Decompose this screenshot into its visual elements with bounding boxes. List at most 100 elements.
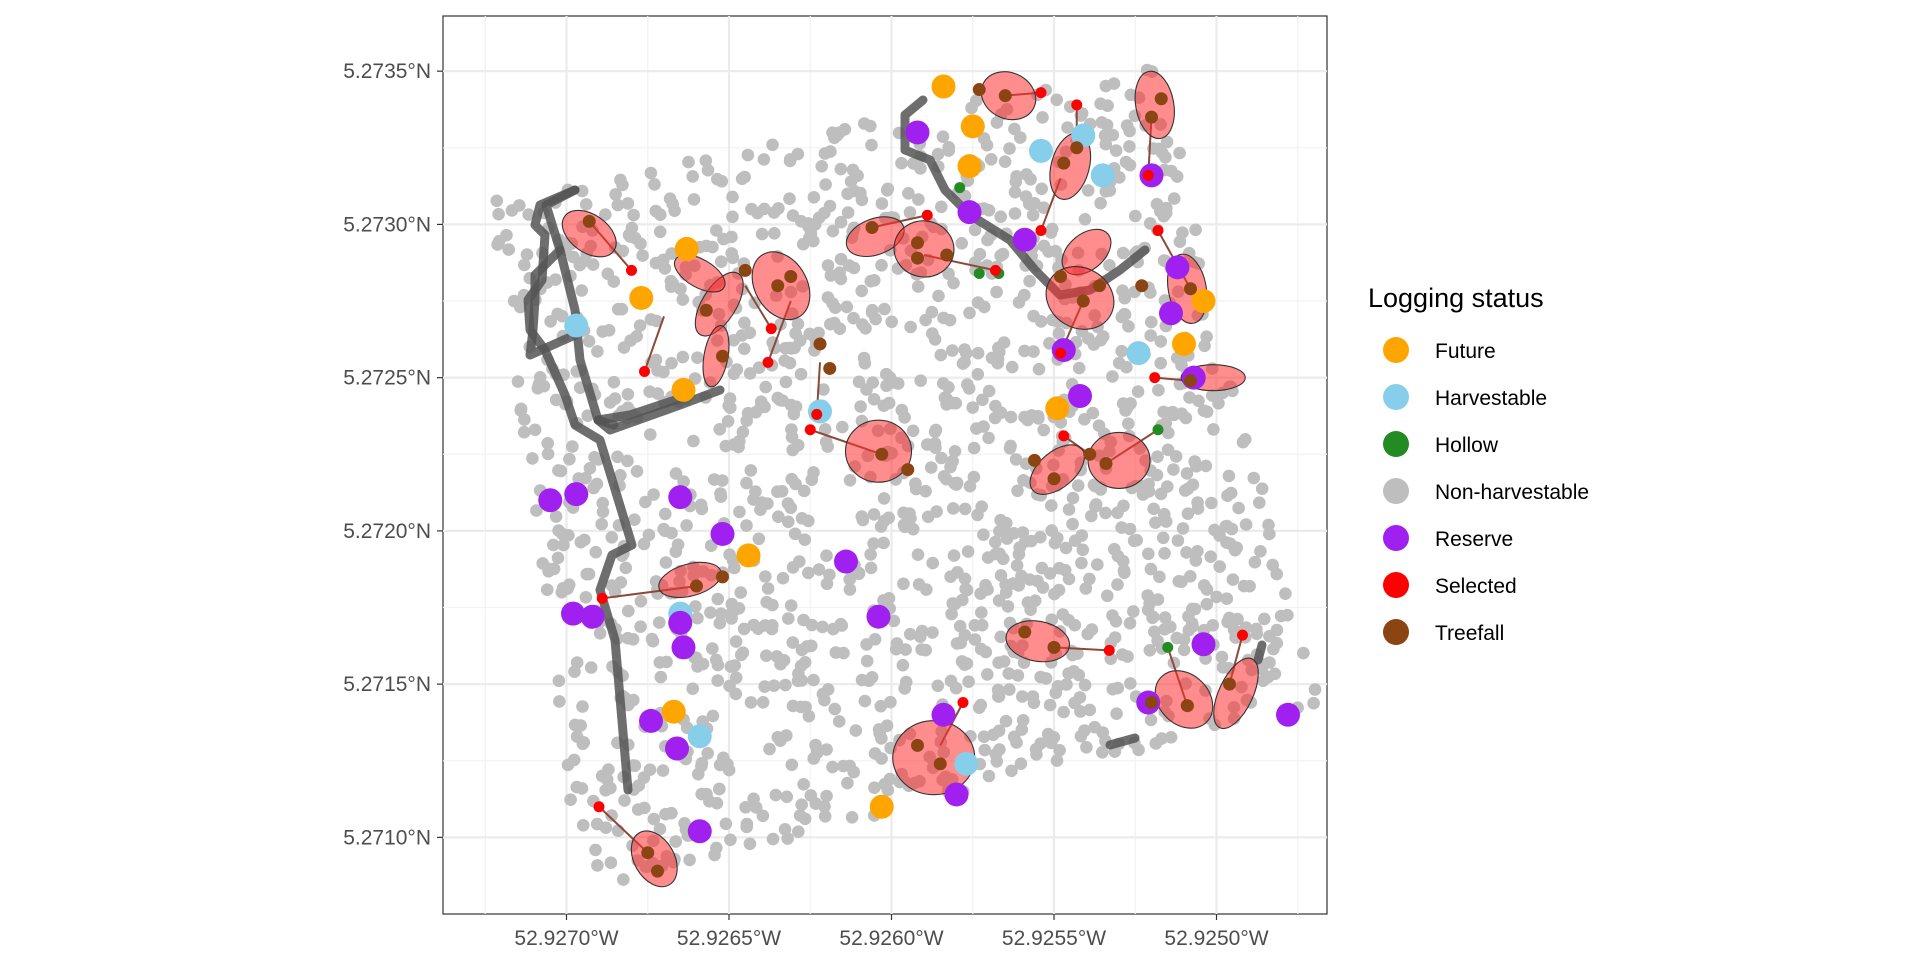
non-harvestable-tree — [728, 561, 741, 575]
non-harvestable-tree — [785, 423, 798, 436]
non-harvestable-tree — [1044, 226, 1058, 239]
reserve-point — [905, 120, 930, 145]
non-harvestable-tree — [864, 561, 878, 575]
future-point — [629, 285, 654, 310]
reserve-point — [866, 604, 891, 629]
treefall-point — [901, 463, 915, 477]
non-harvestable-tree — [834, 272, 848, 286]
non-harvestable-tree — [968, 223, 982, 237]
non-harvestable-tree — [573, 258, 587, 272]
non-harvestable-tree — [1247, 471, 1261, 485]
non-harvestable-tree — [971, 296, 985, 309]
non-harvestable-tree — [867, 508, 881, 521]
non-harvestable-tree — [1085, 509, 1098, 523]
non-harvestable-tree — [616, 178, 629, 192]
non-harvestable-tree — [769, 788, 783, 802]
non-harvestable-tree — [1225, 522, 1239, 536]
non-harvestable-tree — [818, 810, 832, 823]
non-harvestable-tree — [979, 645, 993, 659]
reserve-point — [957, 200, 982, 225]
non-harvestable-tree — [1096, 726, 1109, 739]
treefall-point — [1184, 282, 1197, 296]
non-harvestable-tree — [796, 237, 810, 251]
non-harvestable-tree — [599, 208, 612, 221]
non-harvestable-tree — [807, 234, 820, 248]
non-harvestable-tree — [642, 528, 656, 542]
selected-point — [1237, 629, 1248, 641]
reserve-point — [710, 521, 735, 546]
non-harvestable-tree — [752, 361, 766, 375]
non-harvestable-tree — [1062, 572, 1076, 586]
future-point — [960, 114, 985, 139]
treefall-point — [1057, 156, 1071, 170]
treefall-point — [699, 303, 713, 317]
non-harvestable-tree — [656, 764, 670, 777]
non-harvestable-tree — [1010, 559, 1024, 572]
non-harvestable-tree — [603, 396, 617, 409]
non-harvestable-tree — [1066, 491, 1080, 505]
legend-swatch — [1383, 619, 1409, 645]
non-harvestable-tree — [1103, 259, 1116, 272]
non-harvestable-tree — [1037, 201, 1050, 214]
non-harvestable-tree — [759, 570, 772, 583]
non-harvestable-tree — [841, 187, 854, 201]
non-harvestable-tree — [651, 364, 664, 377]
non-harvestable-tree — [593, 627, 607, 640]
non-harvestable-tree — [575, 184, 589, 198]
non-harvestable-tree — [676, 293, 690, 306]
non-harvestable-tree — [618, 794, 631, 807]
non-harvestable-tree — [767, 679, 781, 692]
non-harvestable-tree — [528, 423, 542, 437]
non-harvestable-tree — [723, 548, 736, 561]
non-harvestable-tree — [752, 532, 766, 546]
non-harvestable-tree — [724, 401, 737, 415]
non-harvestable-tree — [579, 591, 593, 604]
non-harvestable-tree — [847, 311, 860, 325]
non-harvestable-tree — [1028, 594, 1042, 607]
non-harvestable-tree — [1258, 612, 1271, 626]
non-harvestable-tree — [774, 657, 787, 671]
non-harvestable-tree — [744, 696, 758, 709]
non-harvestable-tree — [1160, 135, 1174, 149]
legend-swatch — [1383, 478, 1409, 504]
non-harvestable-tree — [1191, 545, 1204, 558]
non-harvestable-tree — [882, 511, 895, 525]
non-harvestable-tree — [500, 228, 513, 242]
logging-roads — [523, 95, 1267, 795]
non-harvestable-tree — [1155, 732, 1168, 745]
non-harvestable-tree — [639, 495, 652, 509]
non-harvestable-tree — [824, 317, 837, 331]
treefall-point — [1083, 447, 1097, 461]
non-harvestable-tree — [999, 586, 1013, 599]
legend-swatch — [1383, 337, 1409, 363]
non-harvestable-tree — [820, 789, 833, 803]
non-harvestable-tree — [727, 438, 741, 451]
selected-point — [1035, 225, 1047, 237]
non-harvestable-tree — [619, 561, 633, 575]
non-harvestable-tree — [1074, 705, 1087, 718]
reserve-point — [1276, 702, 1300, 727]
non-harvestable-tree — [653, 225, 667, 239]
treefall-point — [911, 738, 924, 752]
non-harvestable-tree — [1197, 404, 1211, 418]
non-harvestable-tree — [1143, 597, 1156, 610]
non-harvestable-tree — [807, 673, 820, 687]
non-harvestable-tree — [845, 811, 859, 824]
non-harvestable-tree — [903, 627, 917, 641]
non-harvestable-tree — [1011, 484, 1024, 498]
non-harvestable-tree — [915, 643, 928, 656]
harvestable-point — [564, 313, 589, 338]
non-harvestable-tree — [590, 817, 604, 831]
logging-road — [593, 385, 725, 435]
non-harvestable-tree — [564, 793, 577, 806]
selected-point — [1071, 99, 1083, 111]
selected-point — [765, 323, 777, 335]
non-harvestable-tree — [1226, 573, 1240, 586]
non-harvestable-tree — [999, 516, 1013, 530]
selected-point — [639, 366, 650, 378]
non-harvestable-tree — [511, 375, 525, 388]
non-harvestable-tree — [761, 582, 775, 595]
non-harvestable-tree — [1144, 713, 1158, 727]
non-harvestable-tree — [778, 823, 792, 836]
treefall-point — [784, 270, 798, 284]
